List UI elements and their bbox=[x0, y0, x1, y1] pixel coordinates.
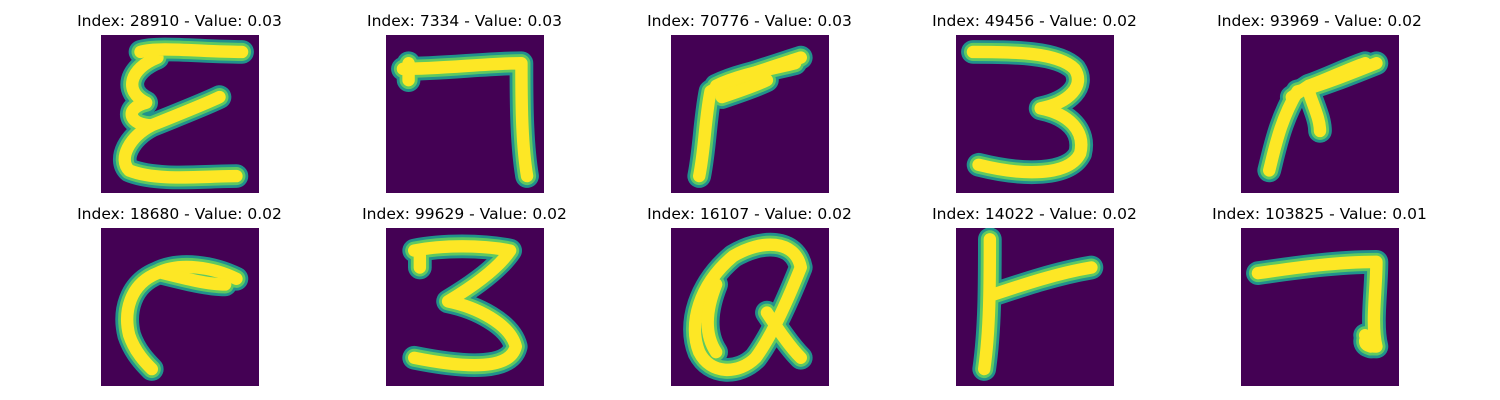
handwritten-stroke-layer bbox=[692, 51, 807, 183]
digit-image-5 bbox=[1240, 35, 1399, 193]
digit-image-3 bbox=[670, 35, 829, 193]
panel-title: Index: 70776 - Value: 0.03 bbox=[647, 12, 852, 30]
handwritten-stroke-layer bbox=[966, 45, 1087, 179]
digit-image-8 bbox=[670, 228, 829, 386]
handwritten-stroke-layer bbox=[977, 233, 1098, 376]
digit-image-9 bbox=[955, 228, 1114, 386]
digit-image-1 bbox=[100, 35, 259, 193]
handwritten-stroke-layer bbox=[1262, 57, 1383, 177]
panel-7: Index: 99629 - Value: 0.02 bbox=[322, 204, 607, 394]
handwritten-stroke-layer bbox=[118, 43, 248, 184]
handwritten-stroke-layer bbox=[407, 240, 522, 372]
panel-1: Index: 28910 - Value: 0.03 bbox=[37, 11, 322, 201]
panel-title: Index: 49456 - Value: 0.02 bbox=[932, 12, 1137, 30]
handwritten-stroke-layer bbox=[1251, 255, 1383, 353]
digit-image-2 bbox=[385, 35, 544, 193]
handwritten-stroke-layer bbox=[396, 57, 533, 183]
panel-title: Index: 103825 - Value: 0.01 bbox=[1212, 205, 1427, 223]
digit-image-10 bbox=[1240, 228, 1399, 386]
panel-6: Index: 18680 - Value: 0.02 bbox=[37, 204, 322, 394]
panel-3: Index: 70776 - Value: 0.03 bbox=[607, 11, 892, 201]
panel-title: Index: 16107 - Value: 0.02 bbox=[647, 205, 852, 223]
panel-10: Index: 103825 - Value: 0.01 bbox=[1177, 204, 1462, 394]
panel-5: Index: 93969 - Value: 0.02 bbox=[1177, 11, 1462, 201]
panel-title: Index: 14022 - Value: 0.02 bbox=[932, 205, 1137, 223]
handwritten-stroke-layer bbox=[688, 238, 807, 377]
panel-4: Index: 49456 - Value: 0.02 bbox=[892, 11, 1177, 201]
panel-9: Index: 14022 - Value: 0.02 bbox=[892, 204, 1177, 394]
panel-title: Index: 18680 - Value: 0.02 bbox=[77, 205, 282, 223]
panel-title: Index: 28910 - Value: 0.03 bbox=[77, 12, 282, 30]
panel-2: Index: 7334 - Value: 0.03 bbox=[322, 11, 607, 201]
digit-image-6 bbox=[100, 228, 259, 386]
panel-title: Index: 7334 - Value: 0.03 bbox=[367, 12, 562, 30]
panel-title: Index: 93969 - Value: 0.02 bbox=[1217, 12, 1422, 30]
panel-8: Index: 16107 - Value: 0.02 bbox=[607, 204, 892, 394]
digit-image-4 bbox=[955, 35, 1114, 193]
panel-title: Index: 99629 - Value: 0.02 bbox=[362, 205, 567, 223]
digit-image-7 bbox=[385, 228, 544, 386]
handwritten-stroke-layer bbox=[120, 260, 243, 376]
